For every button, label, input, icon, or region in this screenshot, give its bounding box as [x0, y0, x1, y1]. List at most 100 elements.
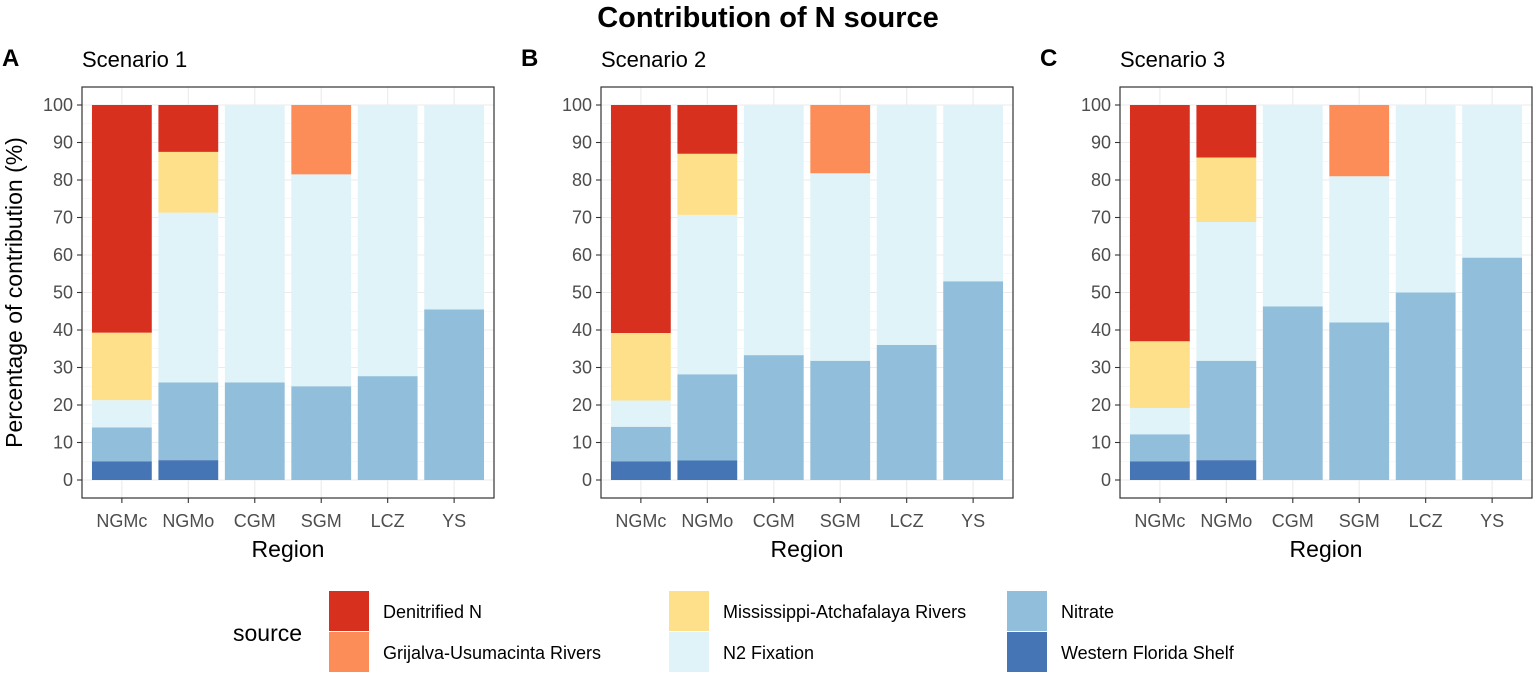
bar-segment-ngmo-mississippi-atchafalaya-rivers — [677, 153, 738, 215]
x-axis-title: Region — [1290, 536, 1363, 562]
y-tick-label: 10 — [53, 433, 73, 453]
y-tick-label: 80 — [572, 170, 592, 190]
bar-segment-ys-n2-fixation — [1462, 105, 1523, 258]
bar-segment-sgm-n2-fixation — [291, 174, 352, 387]
x-tick-label: NGMo — [1200, 511, 1252, 531]
y-tick-label: 40 — [53, 320, 73, 340]
bar-segment-ngmo-denitrified-n — [158, 105, 219, 152]
bar-segment-cgm-nitrate — [224, 382, 285, 480]
bar-segment-ngmo-mississippi-atchafalaya-rivers — [158, 151, 219, 213]
y-tick-label: 50 — [572, 283, 592, 303]
y-tick-label: 70 — [53, 208, 73, 228]
bar-segment-sgm-grijalva-usumacinta-rivers — [291, 105, 352, 175]
bar-segment-lcz-nitrate — [1395, 292, 1456, 480]
y-tick-label: 60 — [53, 245, 73, 265]
legend-swatch-grijalva-usumacinta-rivers — [329, 632, 369, 672]
x-tick-label: YS — [442, 511, 466, 531]
bar-segment-ys-nitrate — [424, 309, 485, 480]
y-tick-label: 0 — [1101, 470, 1111, 490]
x-tick-label: LCZ — [371, 511, 405, 531]
y-tick-label: 10 — [1091, 433, 1111, 453]
y-tick-label: 60 — [572, 245, 592, 265]
y-tick-label: 20 — [1091, 395, 1111, 415]
x-tick-label: CGM — [753, 511, 795, 531]
bar-segment-ys-nitrate — [1462, 257, 1523, 480]
y-tick-label: 70 — [572, 208, 592, 228]
y-tick-label: 30 — [53, 358, 73, 378]
bar-segment-ngmo-nitrate — [677, 374, 738, 461]
bar-segment-lcz-nitrate — [357, 376, 418, 480]
bar-segment-sgm-nitrate — [291, 386, 352, 480]
y-tick-label: 10 — [572, 433, 592, 453]
panel-c: C Scenario 3 0 10 20 30 40 50 60 70 80 90 100 NGMc NGM… — [1040, 45, 1533, 562]
x-tick-label: NGMc — [615, 511, 666, 531]
bar-segment-cgm-nitrate — [743, 355, 804, 480]
figure-title: Contribution of N source — [597, 2, 939, 34]
bar-segment-sgm-grijalva-usumacinta-rivers — [1329, 105, 1390, 177]
bar-segment-ngmo-n2-fixation — [677, 214, 738, 375]
bar-segment-sgm-n2-fixation — [1329, 176, 1390, 323]
legend-label-grijalva-usumacinta-rivers: Grijalva-Usumacinta Rivers — [383, 643, 601, 663]
legend-swatch-nitrate — [1007, 591, 1047, 631]
legend-swatch-western-florida-shelf — [1007, 632, 1047, 672]
panel-title: Scenario 2 — [601, 47, 706, 72]
bar-segment-ngmc-western-florida-shelf — [610, 461, 671, 480]
y-tick-label: 50 — [1091, 283, 1111, 303]
bar-segment-ngmc-western-florida-shelf — [1129, 461, 1190, 480]
x-tick-label: SGM — [820, 511, 861, 531]
bar-segment-lcz-n2-fixation — [357, 105, 418, 377]
y-tick-label: 40 — [1091, 320, 1111, 340]
bar-segment-ngmo-western-florida-shelf — [158, 460, 219, 480]
legend: source Denitrified N Grijalva-Usumacinta R… — [233, 591, 1235, 672]
bar-segment-ys-n2-fixation — [424, 105, 485, 310]
x-tick-label: SGM — [301, 511, 342, 531]
bar-segment-sgm-n2-fixation — [810, 173, 871, 361]
bar-segment-ngmc-n2-fixation — [610, 400, 671, 427]
bar-segment-sgm-nitrate — [810, 360, 871, 480]
bar-segment-ngmc-nitrate — [1129, 434, 1190, 462]
x-tick-label: NGMc — [96, 511, 147, 531]
y-tick-label: 20 — [572, 395, 592, 415]
x-tick-label: LCZ — [1409, 511, 1443, 531]
x-tick-label: NGMo — [162, 511, 214, 531]
bar-segment-ngmo-nitrate — [158, 382, 219, 461]
bar-segment-ngmc-denitrified-n — [610, 105, 671, 333]
bar-segment-sgm-grijalva-usumacinta-rivers — [810, 105, 871, 174]
bar-segment-ngmo-mississippi-atchafalaya-rivers — [1196, 157, 1257, 222]
x-tick-label: CGM — [234, 511, 276, 531]
bar-segment-ngmc-denitrified-n — [1129, 105, 1190, 342]
panel-letter: C — [1040, 45, 1057, 72]
y-tick-label: 60 — [1091, 245, 1111, 265]
legend-title: source — [233, 620, 302, 646]
y-tick-label: 90 — [1091, 133, 1111, 153]
y-tick-label: 80 — [53, 170, 73, 190]
x-axis-title: Region — [771, 536, 844, 562]
bar-segment-ngmo-denitrified-n — [1196, 105, 1257, 158]
bar-segment-cgm-n2-fixation — [224, 105, 285, 383]
legend-label-western-florida-shelf: Western Florida Shelf — [1061, 643, 1235, 663]
bar-segment-ngmc-mississippi-atchafalaya-rivers — [91, 332, 152, 401]
x-tick-label: NGMc — [1134, 511, 1185, 531]
plot-border — [1119, 86, 1533, 499]
x-tick-label: LCZ — [890, 511, 924, 531]
bar-segment-ngmc-mississippi-atchafalaya-rivers — [610, 333, 671, 401]
y-tick-label: 50 — [53, 283, 73, 303]
bar-segment-ys-n2-fixation — [943, 105, 1004, 282]
bar-segment-ngmo-denitrified-n — [677, 105, 738, 154]
y-tick-label: 70 — [1091, 208, 1111, 228]
panel-b: B Scenario 2 0 10 20 30 40 50 60 70 80 90 100 NGMc NGM… — [521, 45, 1014, 562]
plot-border — [600, 86, 1014, 499]
panel-letter: B — [521, 45, 538, 72]
x-tick-label: CGM — [1272, 511, 1314, 531]
bar-segment-lcz-n2-fixation — [876, 105, 937, 345]
bar-segment-ngmc-nitrate — [91, 427, 152, 462]
bar-segment-cgm-n2-fixation — [743, 105, 804, 356]
bar-segment-ngmc-western-florida-shelf — [91, 461, 152, 480]
x-tick-label: NGMo — [681, 511, 733, 531]
x-axis-title: Region — [252, 536, 325, 562]
y-tick-label: 90 — [572, 133, 592, 153]
legend-label-nitrate: Nitrate — [1061, 602, 1114, 622]
y-tick-label: 40 — [572, 320, 592, 340]
